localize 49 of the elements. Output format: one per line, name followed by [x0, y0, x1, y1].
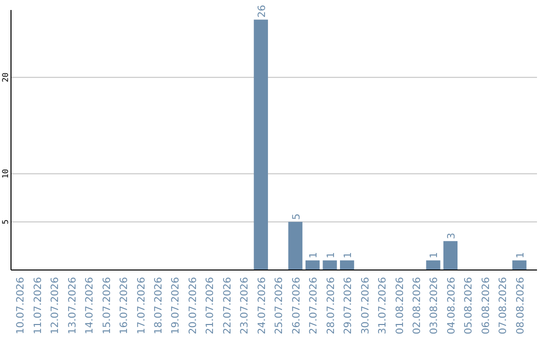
x-tick-label: 22.07.2026 [222, 277, 234, 334]
y-tick-label: 5 [1, 219, 10, 224]
y-tick-label: 10 [1, 168, 10, 179]
x-tick-label: 16.07.2026 [119, 277, 130, 334]
bar [426, 260, 440, 270]
bar [322, 260, 337, 270]
bar [512, 260, 526, 270]
bar [288, 222, 302, 270]
x-tick-label: 15.07.2026 [102, 277, 113, 334]
x-tick-label: 24.07.2026 [256, 277, 268, 334]
x-tick-label: 05.08.2026 [464, 277, 475, 334]
x-tick-label: 23.07.2026 [240, 277, 251, 334]
x-tick-label: 21.07.2026 [205, 277, 216, 334]
x-tick-label: 17.07.2026 [136, 277, 148, 334]
data-label: 1 [515, 252, 526, 258]
data-label: 1 [429, 252, 440, 258]
data-label: 1 [308, 252, 320, 258]
data-label: 26 [256, 4, 268, 18]
x-tick-label: 11.07.2026 [32, 277, 44, 334]
x-tick-label: 10.07.2026 [16, 277, 27, 334]
x-tick-label: 26.07.2026 [291, 277, 302, 334]
bar [443, 241, 458, 270]
x-tick-label: 01.08.2026 [394, 277, 406, 334]
data-label: 3 [446, 232, 458, 240]
x-tick-label: 03.08.2026 [429, 277, 440, 334]
x-tick-label: 18.07.2026 [153, 277, 164, 334]
x-tick-label: 08.08.2026 [515, 277, 526, 334]
x-tick-label: 30.07.2026 [360, 277, 372, 334]
x-tick-label: 06.08.2026 [480, 277, 492, 334]
x-tick-label: 19.07.2026 [170, 277, 182, 334]
data-label: 1 [326, 252, 337, 258]
data-label: 1 [343, 252, 354, 258]
x-tick-label: 13.07.2026 [67, 277, 78, 334]
x-tick-label: 27.07.2026 [308, 277, 320, 334]
x-tick-label: 25.07.2026 [274, 277, 286, 334]
x-tick-label: 31.07.2026 [378, 277, 389, 334]
x-tick-label: 29.07.2026 [343, 277, 354, 334]
x-tick-label: 07.08.2026 [498, 277, 510, 334]
x-tick-label: 20.07.2026 [188, 277, 199, 334]
x-tick-label: 12.07.2026 [50, 277, 62, 334]
x-tick-label: 02.08.2026 [412, 277, 423, 334]
data-label: 5 [291, 213, 302, 220]
x-tick-label: 28.07.2026 [326, 277, 337, 334]
bar [306, 260, 320, 270]
x-tick-label: 14.07.2026 [84, 277, 96, 334]
x-tick-label: 04.08.2026 [446, 277, 458, 334]
bar [254, 20, 268, 270]
bar [340, 260, 354, 270]
y-tick-label: 20 [1, 72, 10, 82]
